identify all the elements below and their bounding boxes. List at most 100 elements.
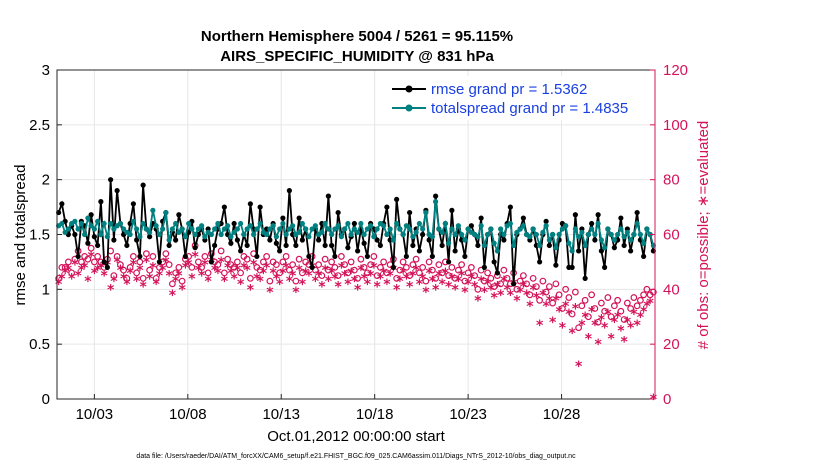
obs-possible-point: [383, 269, 391, 277]
obs-evaluated-point: *: [334, 280, 342, 296]
obs-evaluated-point: *: [136, 263, 144, 279]
obs-evaluated-point: *: [87, 249, 95, 265]
rmse-point: [628, 248, 634, 254]
spread-point: [257, 220, 263, 227]
obs-possible-point: [370, 253, 378, 260]
legend-spread-marker: [405, 104, 413, 112]
obs-possible-point: [422, 277, 430, 285]
obs-possible-point: [188, 264, 196, 271]
obs-evaluated-series: ****************************************…: [55, 249, 658, 408]
rmse-point: [582, 275, 588, 281]
rmse-point: [95, 242, 101, 249]
obs-possible-point: [84, 255, 92, 263]
obs-possible-point: [90, 258, 98, 266]
spread-point: [520, 223, 526, 229]
spread-point: [433, 199, 439, 205]
spread-point: [514, 229, 520, 235]
rmse-point: [394, 196, 400, 203]
obs-evaluated-point: *: [214, 266, 222, 282]
obs-possible-point: [230, 264, 238, 271]
spread-point: [615, 231, 621, 238]
obs-evaluated-point: *: [91, 266, 99, 282]
spread-point: [303, 226, 309, 232]
obs-evaluated-point: *: [562, 299, 570, 315]
rmse-point: [410, 242, 416, 249]
obs-evaluated-point: *: [539, 288, 547, 304]
obs-possible-point: [360, 264, 368, 271]
obs-possible-point: [549, 299, 557, 307]
obs-possible-point: [71, 255, 79, 263]
obs-evaluated-point: *: [276, 277, 284, 293]
spread-point: [628, 237, 634, 243]
obs-evaluated-point: *: [94, 263, 102, 279]
obs-evaluated-point: *: [354, 282, 362, 298]
spread-point: [202, 234, 208, 240]
rmse-point: [494, 270, 500, 276]
rmse-point: [130, 201, 136, 207]
obs-evaluated-point: *: [429, 274, 437, 290]
obs-evaluated-point: *: [299, 277, 307, 293]
obs-possible-point: [614, 296, 622, 304]
obs-possible-point: [224, 255, 232, 263]
rmse-point: [238, 248, 244, 254]
obs-evaluated-point: *: [250, 258, 258, 274]
obs-possible-point: [178, 277, 186, 285]
obs-evaluated-point: *: [351, 274, 359, 290]
obs-possible-point: [607, 313, 615, 321]
obs-evaluated-point: *: [126, 266, 134, 282]
obs-evaluated-point: *: [130, 258, 138, 274]
obs-possible-point: [367, 261, 375, 269]
obs-possible-point: [337, 253, 345, 260]
rmse-point: [390, 264, 396, 270]
x-tick-label: 10/18: [356, 406, 394, 423]
obs-possible-point: [490, 283, 498, 290]
obs-evaluated-point: *: [458, 269, 466, 285]
legend: rmse grand pr = 1.5362 totalspread grand…: [388, 76, 652, 120]
obs-evaluated-point: *: [256, 274, 264, 290]
obs-possible-point: [282, 253, 290, 260]
obs-possible-point: [477, 266, 485, 274]
x-tick-label: 10/13: [262, 406, 300, 423]
rmse-point: [355, 248, 361, 254]
y-tick-label-left: 1.5: [29, 227, 50, 244]
obs-evaluated-point: *: [601, 321, 609, 337]
spread-point: [179, 226, 185, 232]
obs-possible-point: [402, 264, 410, 271]
spread-point: [553, 245, 559, 251]
obs-evaluated-point: *: [97, 260, 105, 276]
rmse-point: [104, 264, 110, 270]
spread-point: [150, 207, 156, 213]
spread-point: [228, 234, 234, 240]
spread-point: [429, 234, 435, 240]
obs-evaluated-point: *: [585, 332, 593, 348]
obs-possible-point: [555, 291, 563, 299]
rmse-point: [134, 237, 140, 243]
obs-possible-point: [552, 280, 560, 288]
spread-point: [264, 231, 270, 238]
rmse-point: [572, 212, 578, 218]
spread-point: [88, 223, 94, 229]
obs-evaluated-point: *: [191, 249, 199, 265]
obs-evaluated-point: *: [461, 285, 469, 301]
obs-evaluated-point: *: [559, 321, 567, 337]
spread-point: [351, 226, 357, 232]
obs-possible-point: [584, 313, 592, 321]
obs-possible-point: [399, 258, 407, 266]
obs-evaluated-point: *: [399, 266, 407, 282]
spread-point: [111, 226, 117, 232]
spread-point: [585, 231, 591, 238]
obs-possible-point: [581, 296, 589, 304]
spread-point: [582, 242, 588, 249]
rmse-point: [140, 182, 146, 188]
legend-spread-label: totalspread grand pr = 1.4835: [431, 100, 628, 117]
obs-possible-point: [526, 291, 534, 299]
obs-possible-point: [136, 258, 144, 266]
obs-evaluated-point: *: [471, 280, 479, 296]
spread-series: [56, 199, 656, 255]
obs-evaluated-point: *: [165, 269, 173, 285]
obs-possible-point: [471, 272, 479, 280]
obs-evaluated-point: *: [643, 299, 651, 315]
obs-evaluated-point: *: [81, 260, 89, 276]
spread-point: [559, 226, 565, 232]
rmse-point: [507, 204, 513, 210]
